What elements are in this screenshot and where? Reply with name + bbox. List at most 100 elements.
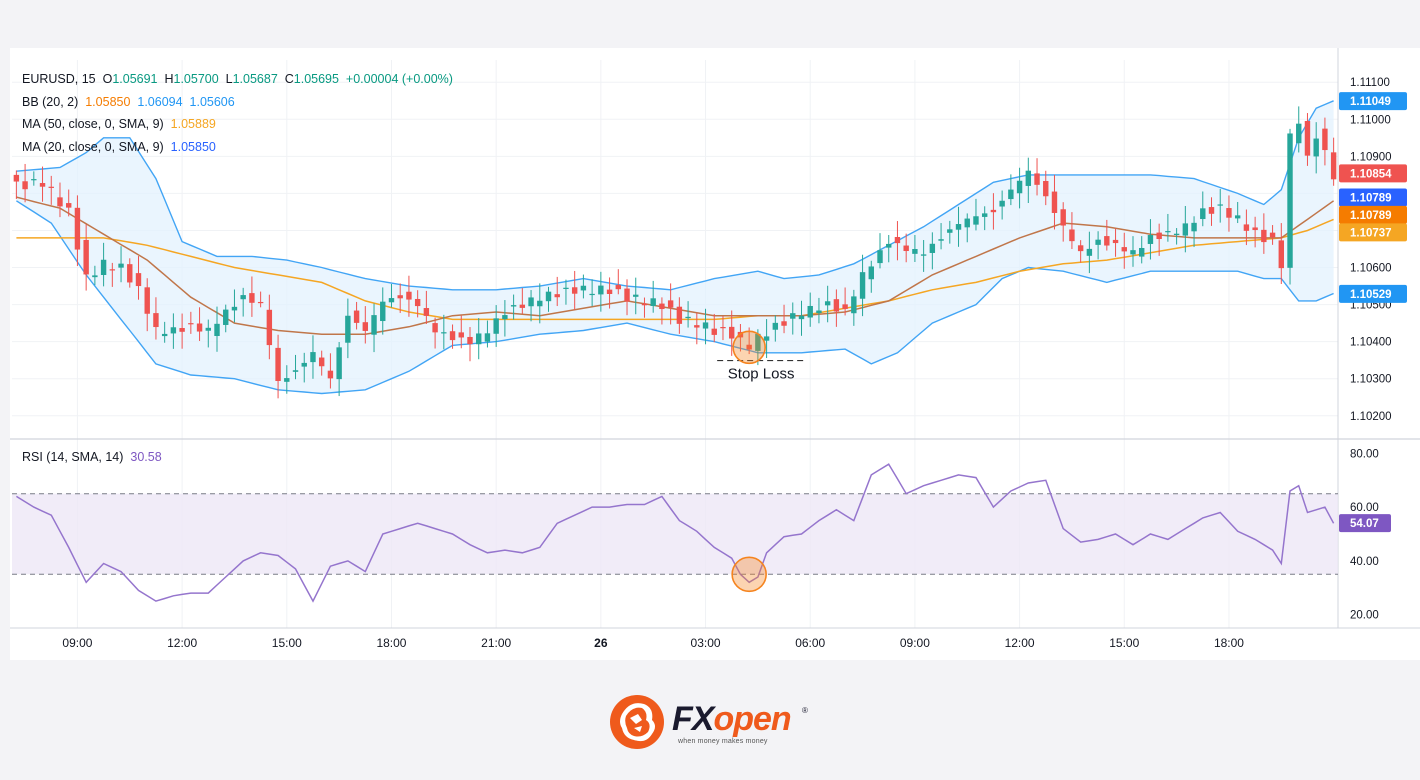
candle [537, 283, 543, 324]
candle-body [353, 310, 360, 323]
candle-body [1182, 223, 1189, 236]
candle-body [22, 181, 28, 190]
candle [877, 233, 883, 269]
price-tick-label: 1.10900 [1350, 151, 1392, 163]
candle [214, 306, 220, 352]
candle-body [728, 326, 735, 339]
candle-body [903, 245, 909, 252]
candle-body [266, 309, 273, 346]
candle [275, 334, 281, 399]
bollinger-lower-line [16, 200, 1334, 395]
candle [981, 206, 988, 231]
rsi-badge-text: 54.07 [1350, 518, 1379, 530]
candle [336, 342, 342, 397]
candle-body [711, 328, 717, 335]
rsi-legend-row[interactable]: RSI (14, SMA, 14) 30.58 [22, 450, 162, 464]
fxopen-logo: FXopen ® when money makes money [608, 692, 818, 752]
candle [1208, 197, 1215, 226]
rsi-tick-label: 80.00 [1350, 448, 1379, 460]
candle-body [57, 197, 63, 207]
candle-body [1077, 245, 1084, 252]
candle [1287, 128, 1293, 285]
candle [1139, 236, 1145, 264]
candle [606, 277, 613, 309]
candle-body [1243, 224, 1250, 231]
candle-body [493, 318, 499, 334]
candle-body [1200, 208, 1206, 220]
ma50-label: MA (50, close, 0, SMA, 9) [22, 117, 164, 131]
candle-body [571, 287, 578, 294]
candle [406, 275, 412, 317]
candle-body [449, 331, 456, 341]
candle [1261, 213, 1267, 254]
candle [790, 302, 796, 335]
top-band [0, 0, 1420, 48]
candle [1069, 212, 1075, 250]
candle-body [188, 323, 194, 325]
candle-body [362, 322, 369, 331]
candle-body [615, 284, 622, 290]
candle-body [1287, 133, 1293, 268]
price-badge: 1.10737 [1339, 223, 1407, 242]
candle [772, 315, 779, 342]
ma20-legend-row[interactable]: MA (20, close, 0, SMA, 9) 1.05850 [22, 136, 453, 159]
candle [545, 286, 552, 312]
candle-body [144, 287, 150, 314]
candle [1086, 231, 1093, 274]
bb-basis-value: 1.05850 [85, 94, 131, 109]
candle-body [223, 309, 229, 325]
candle-body [1296, 123, 1302, 144]
price-badge-text: 1.11049 [1350, 96, 1391, 108]
candle-body [161, 333, 168, 337]
candle-body [441, 332, 447, 334]
candle-body [763, 336, 770, 341]
candle-body [318, 357, 325, 367]
candle [13, 170, 20, 199]
candle [728, 310, 735, 356]
candle-body [633, 294, 639, 297]
candle [83, 224, 89, 291]
price-tick-label: 1.11100 [1350, 77, 1390, 89]
candle [650, 280, 656, 313]
price-badge: 1.10529 [1339, 284, 1407, 303]
price-tick-label: 1.11000 [1350, 114, 1391, 126]
candle-body [964, 218, 970, 228]
candle [1304, 113, 1311, 166]
tiger-emblem-icon [610, 695, 664, 749]
candle-body [284, 378, 290, 382]
candle [1296, 106, 1302, 153]
brand-wordmark: FXopen [672, 700, 792, 739]
price-badge-text: 1.10789 [1350, 192, 1392, 204]
candle [449, 324, 456, 349]
candle-body [388, 298, 395, 303]
ma50-legend-row[interactable]: MA (50, close, 0, SMA, 9) 1.05889 [22, 113, 453, 136]
registered-mark: ® [802, 706, 808, 715]
rsi-band-fill [12, 493, 1338, 575]
candle [798, 300, 805, 336]
candle [1121, 232, 1127, 269]
candle [1313, 122, 1319, 174]
symbol-label[interactable]: EURUSD, 15 [22, 72, 96, 86]
candle-body [1278, 240, 1285, 269]
candle-body [1025, 170, 1032, 186]
candle [851, 289, 857, 326]
candle-body [1173, 233, 1180, 235]
candle-body [336, 347, 342, 380]
bb-legend-row[interactable]: BB (20, 2) 1.05850 1.06094 1.05606 [22, 91, 453, 114]
chart-svg[interactable]: 09:00 12:00 15:00 18:00 21:00 26 03:00 06:00 09:… [10, 48, 1420, 660]
candle-body [1060, 209, 1066, 226]
candle-body [842, 304, 848, 309]
candle [1200, 191, 1206, 227]
candle-body [528, 297, 534, 307]
candle-body [109, 269, 116, 271]
open-value: 1.05691 [112, 72, 158, 86]
candle-body [1051, 191, 1058, 213]
rsi-value: 30.58 [130, 450, 162, 464]
candle-body [938, 239, 944, 241]
candle [292, 354, 299, 380]
candle-body [947, 229, 953, 233]
candle-body [772, 322, 779, 330]
candle [929, 232, 936, 270]
price-tick-label: 1.10200 [1350, 411, 1392, 423]
candle-body [327, 370, 334, 379]
